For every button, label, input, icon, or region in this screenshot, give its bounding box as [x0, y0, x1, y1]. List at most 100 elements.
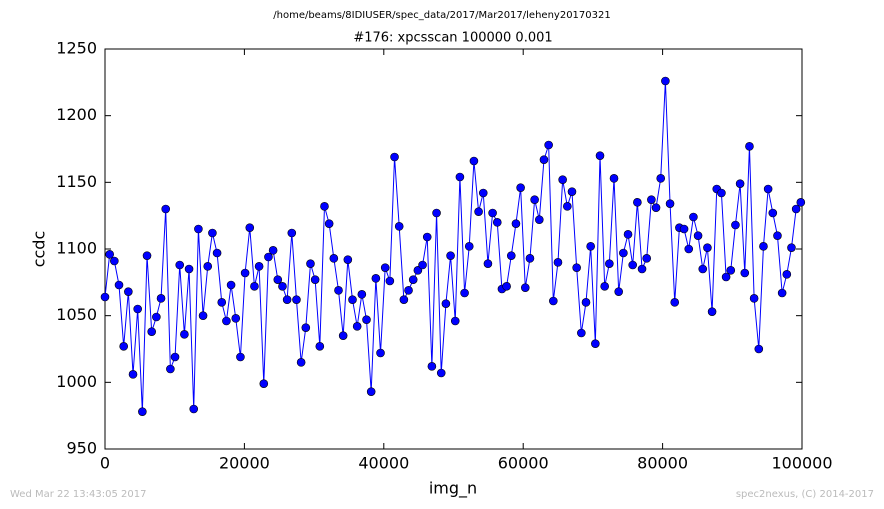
data-point: [707, 307, 717, 316]
data-point: [156, 294, 166, 303]
data-point: [464, 242, 474, 251]
data-point: [404, 286, 413, 295]
data-point: [119, 342, 128, 351]
data-point: [773, 231, 782, 240]
data-point: [371, 274, 381, 283]
data-point: [166, 364, 175, 374]
data-point: [245, 223, 255, 232]
data-point: [717, 188, 726, 198]
data-point: [647, 195, 656, 204]
data-point: [502, 282, 511, 291]
data-point: [735, 179, 745, 188]
data-point: [161, 204, 171, 214]
data-point: [254, 262, 264, 271]
data-point: [334, 286, 343, 295]
data-point: [240, 268, 250, 278]
y-tick-label: 1250: [56, 39, 97, 58]
data-point: [436, 368, 446, 378]
data-point: [441, 299, 451, 308]
data-point: [282, 295, 292, 304]
data-point: [217, 298, 227, 307]
data-point: [577, 328, 586, 338]
x-axis-label: img_n: [429, 479, 477, 499]
data-point: [787, 243, 796, 252]
data-point: [315, 342, 325, 351]
data-point: [478, 188, 488, 198]
x-tick-label: 80000: [637, 454, 688, 473]
y-tick-label: 1050: [56, 305, 97, 324]
data-point: [628, 260, 637, 270]
data-point: [530, 195, 539, 204]
data-point: [614, 287, 623, 296]
data-point: [292, 295, 301, 304]
x-tick-label: 40000: [358, 454, 409, 473]
data-point: [679, 224, 689, 234]
data-point: [474, 207, 483, 216]
data-point: [684, 244, 694, 254]
data-point: [796, 198, 806, 207]
y-tick-label: 1100: [56, 239, 97, 258]
data-point: [572, 263, 581, 272]
data-point: [665, 199, 675, 208]
suptitle: /home/beams/8IDIUSER/spec_data/2017/Mar2…: [273, 10, 610, 21]
data-point: [184, 264, 194, 274]
data-point: [138, 407, 147, 416]
plot-frame: [104, 48, 803, 450]
data-point: [768, 208, 778, 218]
data-point: [520, 283, 530, 292]
data-point: [124, 287, 133, 296]
x-tick-label: 0: [100, 454, 110, 473]
data-point: [110, 256, 119, 266]
data-point: [651, 203, 661, 212]
data-point: [633, 198, 642, 207]
data-point: [516, 183, 525, 192]
data-point: [595, 151, 605, 160]
data-point: [133, 304, 142, 314]
data-point: [432, 208, 441, 218]
data-point: [203, 262, 213, 271]
data-point: [273, 275, 283, 284]
data-point: [553, 258, 563, 267]
data-point: [754, 344, 764, 354]
data-point: [525, 254, 535, 263]
data-point: [619, 248, 628, 258]
data-point: [180, 330, 189, 339]
data-point: [376, 348, 385, 358]
data-point: [366, 387, 376, 396]
data-point: [324, 219, 334, 228]
data-point: [689, 212, 698, 222]
data-point: [563, 202, 572, 211]
x-tick-label: 20000: [219, 454, 270, 473]
data-point: [506, 251, 516, 260]
data-point: [329, 254, 339, 263]
data-point: [394, 222, 404, 231]
data-point: [782, 270, 792, 279]
data-point: [731, 220, 740, 230]
data-point: [105, 250, 114, 259]
data-point: [698, 264, 708, 274]
data-point: [147, 327, 156, 336]
data-point: [296, 358, 306, 367]
data-point: [100, 292, 110, 302]
data-point: [399, 295, 409, 304]
data-point: [759, 242, 768, 251]
data-point: [352, 322, 362, 331]
data-point: [450, 316, 460, 326]
data-point: [749, 294, 759, 303]
data-point: [600, 282, 609, 291]
data-point: [740, 268, 750, 278]
data-point: [609, 174, 619, 183]
data-point: [427, 362, 437, 371]
data-point: [777, 288, 787, 298]
data-point: [605, 259, 614, 268]
data-point: [539, 155, 549, 164]
data-point: [726, 266, 736, 275]
data-point: [581, 298, 591, 307]
data-point: [310, 275, 320, 284]
data-point: [278, 282, 287, 291]
data-point: [208, 228, 217, 238]
x-tick-label: 60000: [498, 454, 549, 473]
timestamp: Wed Mar 22 13:43:05 2017: [10, 489, 146, 500]
data-point: [259, 379, 269, 388]
